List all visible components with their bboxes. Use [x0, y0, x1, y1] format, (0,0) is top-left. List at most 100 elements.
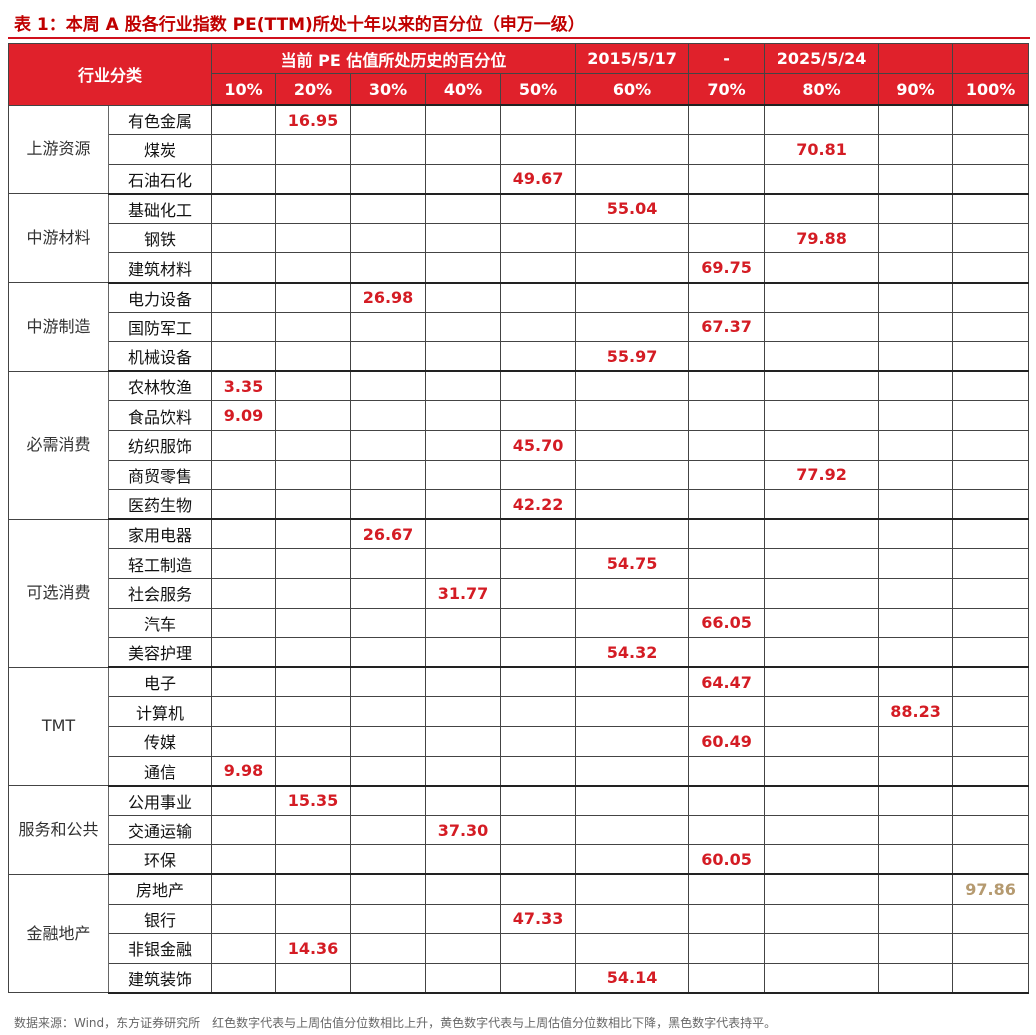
empty-cell: [425, 311, 502, 343]
empty-cell: [211, 104, 277, 136]
empty-cell: [878, 725, 954, 757]
empty-cell: [500, 341, 577, 373]
empty-cell: [211, 341, 277, 373]
empty-cell: [878, 962, 954, 994]
empty-cell: [952, 755, 1030, 787]
empty-cell: [275, 548, 352, 579]
header-date-sep: -: [688, 43, 766, 74]
table-row: 计算机 88.23: [9, 696, 1030, 727]
empty-cell: [275, 844, 352, 876]
group-label: TMT: [8, 666, 109, 787]
percentile-value: 16.95: [275, 104, 352, 136]
percentile-value: 55.97: [575, 341, 690, 373]
empty-cell: [211, 696, 277, 727]
empty-cell: [425, 400, 502, 432]
industry-name: 房地产: [107, 873, 213, 905]
empty-cell: [211, 844, 277, 876]
empty-cell: [425, 193, 502, 224]
header-pct-60: 60%: [575, 73, 690, 106]
empty-cell: [575, 134, 690, 165]
empty-cell: [575, 430, 690, 461]
industry-name: 环保: [107, 844, 213, 876]
empty-cell: [764, 755, 880, 787]
empty-cell: [275, 489, 352, 521]
group-label: 可选消费: [8, 518, 109, 668]
table-row: 社会服务 31.77: [9, 578, 1030, 609]
empty-cell: [952, 311, 1030, 343]
empty-cell: [350, 430, 427, 461]
empty-cell: [952, 193, 1030, 224]
empty-cell: [952, 637, 1030, 669]
empty-cell: [688, 459, 766, 491]
empty-cell: [764, 282, 880, 313]
empty-cell: [211, 814, 277, 846]
empty-cell: [764, 430, 880, 461]
empty-cell: [211, 548, 277, 579]
industry-name: 有色金属: [107, 104, 213, 136]
empty-cell: [764, 163, 880, 195]
table-row: 通信 9.98: [9, 755, 1030, 787]
percentile-value: 66.05: [688, 607, 766, 639]
empty-cell: [425, 962, 502, 994]
empty-cell: [275, 459, 352, 491]
empty-cell: [275, 725, 352, 757]
empty-cell: [425, 607, 502, 639]
empty-cell: [575, 873, 690, 905]
empty-cell: [211, 252, 277, 284]
empty-cell: [211, 459, 277, 491]
empty-cell: [425, 104, 502, 136]
empty-cell: [952, 578, 1030, 609]
empty-cell: [688, 489, 766, 521]
industry-name: 商贸零售: [107, 459, 213, 491]
table-row: 纺织服饰 45.70: [9, 430, 1030, 461]
empty-cell: [575, 370, 690, 402]
table-row: 美容护理 54.32: [9, 637, 1030, 669]
empty-cell: [878, 518, 954, 550]
empty-cell: [878, 785, 954, 816]
empty-cell: [764, 370, 880, 402]
table-row: 传媒 60.49: [9, 725, 1030, 757]
empty-cell: [425, 933, 502, 964]
empty-cell: [500, 311, 577, 343]
percentile-value: 42.22: [500, 489, 577, 521]
empty-cell: [575, 785, 690, 816]
industry-name: 社会服务: [107, 578, 213, 609]
caption-divider: [8, 37, 1030, 39]
empty-cell: [878, 104, 954, 136]
empty-cell: [764, 814, 880, 846]
empty-cell: [952, 607, 1030, 639]
industry-name: 建筑材料: [107, 252, 213, 284]
empty-cell: [575, 666, 690, 698]
empty-cell: [952, 222, 1030, 254]
empty-cell: [275, 400, 352, 432]
empty-cell: [878, 755, 954, 787]
group-label: 服务和公共: [8, 785, 109, 875]
empty-cell: [350, 873, 427, 905]
empty-cell: [764, 548, 880, 579]
empty-cell: [425, 696, 502, 727]
table-row: 煤炭 70.81: [9, 134, 1030, 165]
empty-cell: [211, 163, 277, 195]
table-row: 中游材料 基础化工 55.04: [8, 193, 1030, 284]
empty-cell: [211, 637, 277, 669]
empty-cell: [350, 785, 427, 816]
empty-cell: [500, 578, 577, 609]
empty-cell: [350, 311, 427, 343]
header-pct-50: 50%: [500, 73, 577, 106]
industry-name: 交通运输: [107, 814, 213, 846]
empty-cell: [688, 637, 766, 669]
empty-cell: [688, 222, 766, 254]
empty-cell: [500, 400, 577, 432]
table-row: 银行 47.33: [9, 903, 1030, 935]
empty-cell: [688, 282, 766, 313]
table-row: 交通运输 37.30: [9, 814, 1030, 846]
empty-cell: [952, 548, 1030, 579]
industry-name: 农林牧渔: [107, 370, 213, 402]
empty-cell: [500, 222, 577, 254]
empty-cell: [575, 222, 690, 254]
empty-cell: [425, 637, 502, 669]
percentile-value: 77.92: [764, 459, 880, 491]
empty-cell: [878, 844, 954, 876]
empty-cell: [211, 489, 277, 521]
empty-cell: [688, 696, 766, 727]
